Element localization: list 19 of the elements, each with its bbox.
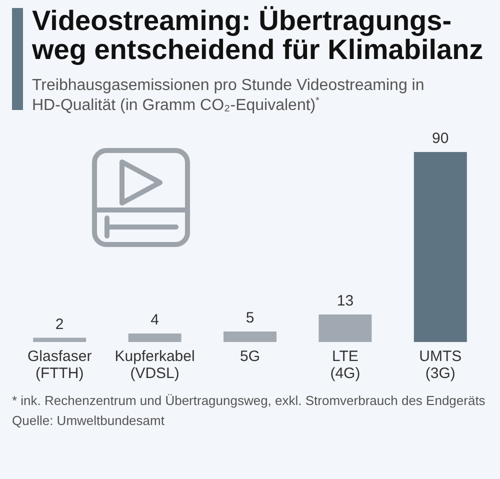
bar <box>318 314 372 342</box>
data-label: 90 <box>432 130 449 147</box>
x-tick-label: UMTS (3G) <box>419 348 462 382</box>
bar <box>128 334 182 342</box>
data-label: 4 <box>150 312 159 329</box>
x-tick-label: Kupferkabel (VDSL) <box>114 348 195 382</box>
data-label: 13 <box>336 292 354 310</box>
chart-subtitle: Treibhausgasemissionen pro Stunde Videostreaming in HD-Qualität (in Gramm CO₂-Equivalent)$^{*}$ <box>32 76 426 116</box>
chart-title: Videostreaming: Übertragungs- weg entscheidend für Klimabilanz <box>32 5 484 65</box>
x-tick-label: LTE (4G) <box>330 348 360 382</box>
text: * ink. Rechenzentrum und Übertragungsweg, exkl. Stromverbrauch des Endgeräts <box>12 392 486 410</box>
data-label: 5 <box>246 309 254 326</box>
x-tick-label: Glasfaser (FTTH) <box>28 348 92 382</box>
bar <box>224 331 276 342</box>
bar <box>414 152 467 342</box>
source-note: Quelle: Umweltbundesamt <box>12 412 166 430</box>
bar <box>33 338 86 342</box>
data-label: 2 <box>55 316 64 333</box>
x-tick-label: 5G <box>240 348 260 365</box>
